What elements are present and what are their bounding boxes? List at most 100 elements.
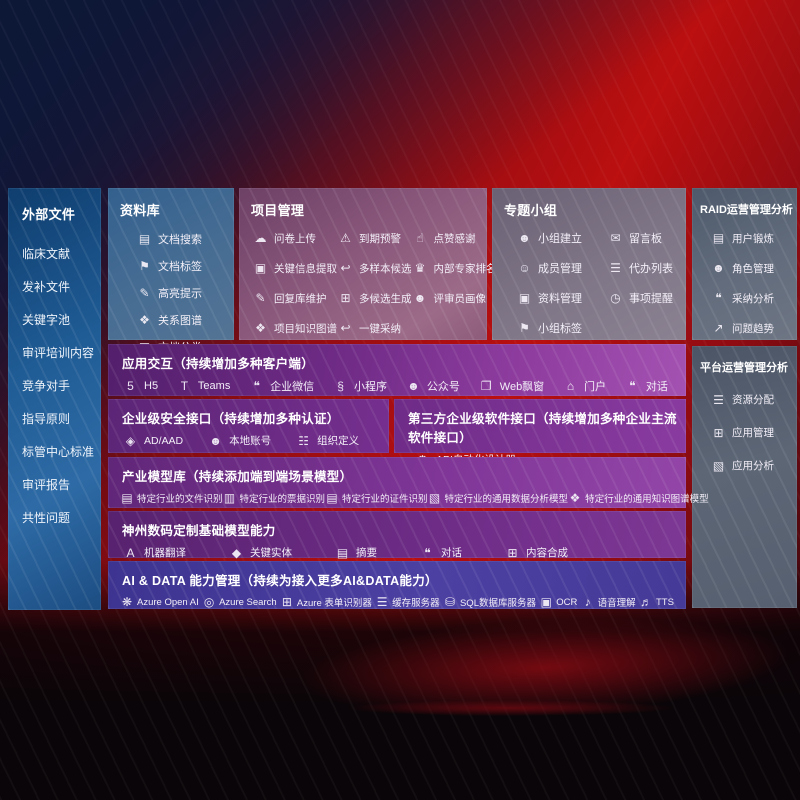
feature-doc-search: ▤ 文档搜索 [136, 225, 234, 252]
translate-icon: A [126, 545, 135, 560]
panel-title: RAID运营管理分析 [700, 204, 793, 216]
project-column-1: ☁ 问卷上传 ▣ 关键信息提取 ✎ 回复库维护 ❖ 项目知识图谱 [252, 223, 338, 343]
feature-label: 留言板 [629, 233, 662, 245]
capability-content-synthesis: ⊞ 内容合成 [504, 545, 568, 560]
client-teams: T Teams [176, 379, 231, 393]
doc-search-icon: ▤ [138, 231, 151, 246]
feature-label: 多样本候选 [359, 262, 412, 275]
feature-highlight-hint: ✎ 高亮提示 [136, 279, 234, 306]
feature-label: 采纳分析 [732, 292, 774, 305]
client-web-popup: ❐ Web飘窗 [478, 378, 544, 394]
bell-icon: ◷ [610, 291, 621, 305]
feature-label: 用户锻炼 [732, 232, 774, 245]
image-chart-icon: ▧ [428, 491, 441, 505]
shield-icon: ◈ [125, 433, 136, 448]
receipt-icon: ▥ [223, 491, 236, 505]
auth-local-account: ☻ 本地账号 [207, 433, 271, 448]
groups-column-2: ✉ 留言板 ☰ 代办列表 ◷ 事项提醒 [607, 223, 686, 343]
project-column-2: ⚠ 到期预警 ↩ 多样本候选 ⊞ 多候选生成 ↩ 一键采纳 [337, 223, 412, 343]
feature-todo-list: ☰ 代办列表 [607, 253, 686, 283]
model-file-recognition: ▤ 特定行业的文件识别 [120, 491, 222, 505]
base-model-row: 神州数码定制基础模型能力 A 机器翻译 ◆ 关键实体 ▤ 摘要 ❝ 对话 ⊞ 内容合成 [108, 511, 686, 560]
portal-icon: ⌂ [566, 379, 575, 393]
repository-panel: 资料库 ▤文档搜索 ⚑文档标签 ✎高亮提示 ❖关系图谱 ▦文档分类 [108, 188, 234, 354]
feature-multi-generate: ⊞ 多候选生成 [337, 283, 411, 313]
feature-label: 高亮提示 [158, 287, 202, 300]
ocr-icon: ▣ [540, 595, 552, 609]
feature-label: 评审员画像 [433, 292, 487, 305]
adopt-arrow-icon: ↩ [340, 321, 351, 335]
bbs-icon: ✉ [610, 231, 621, 245]
client-label: 小程序 [354, 381, 388, 393]
ai-data-items: ❋ Azure Open AI ◎ Azure Search ⊞ Azure 表单识别… [108, 595, 686, 609]
org-icon: ☷ [298, 433, 309, 448]
panel-title: 项目管理 [251, 203, 305, 218]
tag-icon: ⚑ [139, 258, 150, 273]
third-party-interface-row: 第三方企业级软件接口（持续增加多种企业主流软件接口） ⚙API自动化设计器 [394, 399, 686, 467]
feature-label: 资料管理 [538, 293, 582, 305]
client-official-account: ☻ 公众号 [405, 378, 460, 394]
client-label: 企业微信 [270, 381, 315, 393]
app-interaction-row: 应用交互（持续增加多种客户端） 5 H5 T Teams ❝ 企业微信 § 小程序 ☻ 公… [108, 344, 686, 396]
h5-icon: 5 [127, 379, 134, 393]
project-columns: ☁ 问卷上传 ▣ 关键信息提取 ✎ 回复库维护 ❖ 项目知识图谱 ⚠ 到期预警 ↩ 多样本候… [239, 223, 497, 343]
feature-like-thanks: ☝ 点赞感谢 [412, 223, 497, 253]
feature-issue-trend: ↗ 问题趋势 [710, 313, 797, 343]
capability-label: 摘要 [356, 547, 377, 559]
chart-box-icon: ▧ [712, 458, 725, 473]
content-grid-icon: ⊞ [507, 545, 518, 560]
feature-label: 资源分配 [732, 394, 774, 406]
groups-columns: ☻ 小组建立 ☺ 成员管理 ▣ 资料管理 ⚑ 小组标签 ✉ 留言板 ☰ 代办列表 ◷ 事项提醒 [492, 223, 686, 343]
feature-label: 项目知识图谱 [274, 322, 337, 335]
model-knowledge-graph: ❖ 特定行业的通用知识图谱模型 [568, 491, 709, 505]
auth-label: AD/AAD [144, 434, 184, 447]
image-doc-icon: ▣ [254, 261, 267, 275]
feature-message-board: ✉ 留言板 [607, 223, 686, 253]
person-icon: ☻ [413, 291, 427, 305]
teams-icon: T [180, 379, 189, 393]
list-icon: ☰ [713, 392, 724, 407]
raid-analysis-panel: RAID运营管理分析 ▤ 用户锻炼 ☻ 角色管理 ❝ 采纳分析 ↗ 问题趋势 [692, 188, 797, 340]
enterprise-security-row: 企业级安全接口（持续增加多种认证） ◈ AD/AAD ☻ 本地账号 ☷ 组织定义 [108, 399, 389, 453]
capability-label: 关键实体 [250, 547, 292, 559]
feature-material-manage: ▣ 资料管理 [516, 283, 607, 313]
service-cache-server: ☰ 缓存服务器 [375, 595, 440, 609]
auth-label: 本地账号 [229, 435, 272, 447]
row-title: 企业级安全接口（持续增加多种认证） [122, 412, 340, 426]
feature-label: 小组标签 [538, 323, 582, 335]
panel-title: 资料库 [120, 203, 160, 218]
feature-label: 点赞感谢 [433, 232, 476, 245]
entity-shield-icon: ◆ [231, 545, 242, 560]
client-label: H5 [144, 380, 159, 392]
repository-list: ▤文档搜索 ⚑文档标签 ✎高亮提示 ❖关系图谱 ▦文档分类 [108, 219, 234, 360]
service-sql-database: ⛁ SQL数据库服务器 [443, 595, 536, 609]
row-title: AI & DATA 能力管理（持续为接入更多AI&DATA能力） [122, 574, 438, 588]
feature-label: 内部专家排名 [433, 262, 497, 275]
summary-doc-icon: ▤ [336, 545, 349, 560]
row-title: 第三方企业级软件接口（持续增加多种企业主流软件接口） [408, 412, 677, 445]
feature-app-analysis: ▧ 应用分析 [710, 449, 797, 482]
service-label: SQL数据库服务器 [459, 598, 536, 609]
model-id-recognition: ▤ 特定行业的证件识别 [325, 491, 427, 505]
graph-icon: ❖ [569, 491, 581, 505]
feature-survey-upload: ☁ 问卷上传 [252, 223, 337, 253]
external-files-list: 临床文献 发补文件 关键字池 审评培训内容 竞争对手 指导原则 标管中心标准 审… [8, 237, 101, 534]
speaker-icon: ♬ [639, 595, 652, 609]
client-label: Web飘窗 [499, 381, 545, 393]
sidebar-item-clinical-literature: 临床文献 [22, 247, 71, 261]
sidebar-item-keyword-pool: 关键字池 [22, 313, 71, 327]
podium-icon: ♛ [414, 261, 426, 275]
raid-list: ▤ 用户锻炼 ☻ 角色管理 ❝ 采纳分析 ↗ 问题趋势 [692, 223, 797, 343]
openai-icon: ❋ [121, 595, 133, 609]
panel-title: 专题小组 [504, 203, 558, 218]
feature-multi-sample: ↩ 多样本候选 [337, 253, 412, 283]
sidebar-item-standards: 标管中心标准 [22, 445, 95, 459]
client-dialog: ❝ 对话 [624, 378, 668, 394]
app-grid-icon: ⊞ [713, 425, 724, 440]
model-label: 特定行业的票据识别 [239, 494, 326, 505]
feature-label: 问题趋势 [732, 322, 774, 335]
topic-groups-panel: 专题小组 ☻ 小组建立 ☺ 成员管理 ▣ 资料管理 ⚑ 小组标签 ✉ 留言板 ☰ 代办列表 … [492, 188, 686, 340]
feature-group-create: ☻ 小组建立 [516, 223, 607, 253]
client-label: 公众号 [426, 381, 460, 393]
feature-label: 应用管理 [732, 427, 774, 439]
